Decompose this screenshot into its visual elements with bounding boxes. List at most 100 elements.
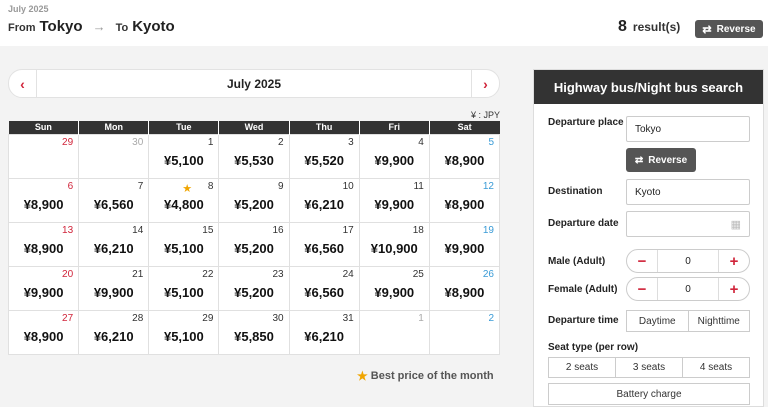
calendar-day-cell[interactable]: 31 ¥6,210	[288, 309, 360, 355]
calendar-day-cell[interactable]: 21 ¥9,900	[78, 265, 150, 311]
calendar-day-cell[interactable]: 15 ¥5,100	[148, 221, 220, 267]
calendar-day-cell[interactable]: 5 ¥8,900	[428, 133, 501, 179]
weekday-header: Sat	[428, 121, 500, 134]
calendar-day-cell[interactable]: 10 ¥6,210	[288, 177, 360, 223]
day-price: ¥5,100	[163, 240, 204, 256]
calendar-day-cell[interactable]: 20 ¥9,900	[7, 265, 80, 311]
calendar-day-cell[interactable]: 24 ¥6,560	[288, 265, 360, 311]
reverse-places-button[interactable]: ⇄ Reverse	[626, 148, 696, 172]
departure-field[interactable]: Tokyo	[626, 116, 750, 142]
seat-type-label: Seat type (per row)	[548, 342, 639, 353]
calendar-week-row: 13 ¥8,900 14 ¥6,210 15 ¥5,100 16 ¥5,200 17 ¥6,560…	[7, 221, 501, 267]
to-label: To	[115, 22, 129, 34]
calendar-week-row: 29 30 1 ¥5,100 2 ¥5,530 3 ¥5,520 4 ¥9,900 5 ¥8,900	[7, 133, 501, 179]
currency-note: ¥ : JPY	[470, 110, 500, 120]
day-number: 7	[137, 180, 144, 192]
calendar-day-cell[interactable]: 4 ¥9,900	[358, 133, 430, 179]
departure-date-label: Departure date	[548, 218, 619, 229]
day-number: 6	[67, 180, 74, 192]
calendar-day-cell[interactable]: 11 ¥9,900	[358, 177, 430, 223]
calendar-day-cell[interactable]: 14 ¥6,210	[78, 221, 150, 267]
male-adult-count[interactable]: 0	[657, 250, 719, 272]
female-adult-stepper: − 0 +	[626, 277, 750, 301]
to-city: Kyoto	[132, 18, 175, 35]
calendar-day-cell[interactable]: 29 ¥5,100	[148, 309, 220, 355]
reverse-route-label: Reverse	[716, 23, 756, 35]
battery-charge-option[interactable]: Battery charge	[548, 383, 750, 405]
day-price: ¥9,900	[444, 240, 485, 256]
day-number: 20	[62, 268, 74, 280]
day-number: 2	[488, 312, 494, 324]
calendar-day-cell[interactable]: 9 ¥5,200	[218, 177, 290, 223]
female-minus-button[interactable]: −	[637, 280, 647, 298]
nighttime-option[interactable]: Nighttime	[697, 315, 740, 327]
calendar-day-cell[interactable]: 2 ¥5,530	[218, 133, 290, 179]
destination-label: Destination	[548, 186, 603, 197]
seat-option-4[interactable]: 4 seats	[682, 358, 749, 377]
calendar-day-cell[interactable]: 23 ¥5,200	[218, 265, 290, 311]
day-price: ¥9,900	[93, 284, 134, 300]
destination-field[interactable]: Kyoto	[626, 179, 750, 205]
calendar-day-cell[interactable]: 12 ¥8,900	[428, 177, 501, 223]
day-price: ¥5,530	[234, 152, 274, 168]
calendar-week-row: 20 ¥9,900 21 ¥9,900 22 ¥5,100 23 ¥5,200 24 ¥6,560…	[7, 265, 501, 311]
reverse-route-button[interactable]: ⇄ Reverse	[695, 20, 763, 38]
calendar-day-cell[interactable]: 26 ¥8,900	[428, 265, 501, 311]
male-minus-button[interactable]: −	[637, 252, 647, 270]
weekday-header: Wed	[218, 121, 290, 134]
day-number: 2	[278, 136, 284, 148]
day-price: ¥8,900	[23, 196, 64, 212]
day-price: ¥9,900	[374, 196, 415, 212]
prev-month-button[interactable]: ‹	[9, 70, 37, 97]
arrow-right-icon: →	[92, 19, 106, 34]
female-plus-button[interactable]: +	[729, 280, 739, 298]
calendar-day-cell[interactable]: 3 ¥5,520	[288, 133, 360, 179]
male-adult-label: Male (Adult)	[548, 256, 606, 267]
day-price: ¥8,900	[444, 152, 485, 168]
calendar-day-cell[interactable]: 22 ¥5,100	[148, 265, 220, 311]
chevron-right-icon: ›	[483, 75, 488, 92]
calendar-day-cell[interactable]: 18 ¥10,900	[358, 221, 430, 267]
from-city: Tokyo	[39, 18, 83, 35]
day-number: 26	[482, 268, 494, 280]
day-number: 4	[418, 136, 424, 148]
daytime-option[interactable]: Daytime	[627, 311, 689, 331]
departure-label: Departure place	[548, 117, 624, 128]
day-number: 25	[412, 268, 424, 280]
calendar-day-cell[interactable]: 1 ¥5,100	[148, 133, 220, 179]
calendar-day-cell[interactable]: 27 ¥8,900	[7, 309, 80, 355]
departure-date-field[interactable]: ▦	[626, 211, 750, 237]
reverse-places-label: Reverse	[648, 154, 688, 166]
day-price: ¥6,560	[304, 284, 345, 300]
calendar-day-cell[interactable]: 19 ¥9,900	[428, 221, 501, 267]
day-price: ¥5,200	[234, 240, 274, 256]
calendar-day-cell[interactable]: 8 ★ ¥4,800	[148, 177, 220, 223]
day-number: 30	[132, 136, 144, 148]
day-number: 31	[342, 312, 354, 324]
day-price: ¥6,210	[93, 240, 134, 256]
female-adult-count[interactable]: 0	[657, 278, 719, 300]
calendar-day-cell[interactable]: 25 ¥9,900	[358, 265, 430, 311]
next-month-button[interactable]: ›	[471, 70, 499, 97]
calendar-day-cell[interactable]: 30 ¥5,850	[218, 309, 290, 355]
day-number: 15	[202, 224, 214, 236]
calendar-day-cell[interactable]: 16 ¥5,200	[218, 221, 290, 267]
seat-option-3[interactable]: 3 seats	[615, 358, 682, 377]
calendar-icon: ▦	[730, 218, 741, 231]
route-summary: From Tokyo → To Kyoto	[8, 18, 175, 35]
calendar-day-cell[interactable]: 13 ¥8,900	[7, 221, 80, 267]
month-navigator: ‹ July 2025 ›	[8, 69, 500, 98]
male-plus-button[interactable]: +	[729, 252, 739, 270]
price-calendar: Sun Mon Tue Wed Thu Fri Sat 29 30 1 ¥5,100 2 ¥5,530…	[7, 121, 501, 355]
seat-option-2[interactable]: 2 seats	[565, 362, 599, 373]
calendar-day-cell[interactable]: 17 ¥6,560	[288, 221, 360, 267]
calendar-day-cell[interactable]: 7 ¥6,560	[78, 177, 150, 223]
calendar-day-cell: 30	[78, 133, 150, 179]
swap-icon: ⇄	[702, 23, 712, 36]
day-price: ¥4,800	[163, 196, 204, 212]
chevron-left-icon: ‹	[20, 75, 25, 92]
calendar-week-row: 27 ¥8,900 28 ¥6,210 29 ¥5,100 30 ¥5,850 31 ¥6,210…	[7, 309, 501, 355]
calendar-day-cell[interactable]: 28 ¥6,210	[78, 309, 150, 355]
day-number: 10	[342, 180, 354, 192]
calendar-day-cell[interactable]: 6 ¥8,900	[7, 177, 80, 223]
